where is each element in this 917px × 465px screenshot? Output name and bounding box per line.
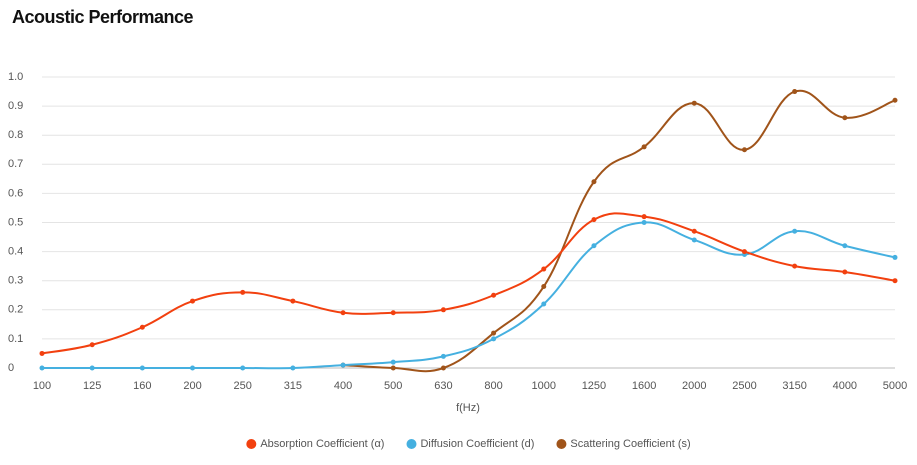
data-point	[190, 365, 196, 371]
legend-marker	[246, 439, 257, 449]
data-point	[190, 298, 196, 304]
data-point	[792, 89, 798, 95]
series-line	[41, 212, 896, 355]
data-point	[240, 365, 246, 371]
data-point	[139, 365, 145, 371]
series-line	[42, 221, 896, 370]
data-point	[842, 243, 848, 249]
y-tick-label: 1.0	[8, 71, 23, 83]
data-point	[641, 214, 647, 220]
x-tick-label: 5000	[883, 380, 907, 392]
x-tick-label: 250	[234, 380, 252, 392]
data-point	[491, 292, 497, 298]
x-tick-label: 2000	[682, 380, 706, 392]
data-point	[691, 228, 697, 234]
data-point	[842, 269, 848, 275]
y-tick-label: 0	[8, 362, 14, 374]
data-point	[340, 310, 346, 316]
data-point	[842, 115, 848, 121]
x-tick-label: 315	[284, 380, 302, 392]
data-point	[591, 243, 597, 249]
data-point	[390, 359, 396, 365]
data-point	[591, 217, 597, 223]
data-point	[491, 336, 497, 342]
x-tick-label: 200	[183, 380, 201, 392]
data-point	[741, 147, 747, 153]
x-tick-label: 1250	[582, 380, 606, 392]
y-tick-label: 0.1	[8, 333, 23, 345]
data-point	[290, 365, 296, 371]
data-point	[390, 365, 396, 371]
legend-label: Absorption Coefficient (α)	[260, 438, 384, 450]
x-tick-label: 2500	[732, 380, 756, 392]
x-tick-label: 1000	[532, 380, 556, 392]
data-point	[792, 228, 798, 234]
chart-title: Acoustic Performance	[12, 7, 194, 27]
x-tick-label: 630	[434, 380, 452, 392]
legend-marker	[556, 439, 567, 449]
data-point	[792, 263, 798, 269]
x-tick-label: 800	[484, 380, 502, 392]
data-point	[892, 254, 898, 260]
x-tick-label: 1600	[632, 380, 656, 392]
data-point	[491, 330, 497, 336]
data-point	[340, 362, 346, 368]
data-point	[240, 289, 246, 295]
x-tick-label: 3150	[782, 380, 806, 392]
data-point	[892, 97, 898, 103]
data-point	[641, 144, 647, 150]
x-tick-label: 400	[334, 380, 352, 392]
legend-label: Diffusion Coefficient (d)	[420, 438, 534, 450]
y-tick-label: 0.2	[8, 304, 23, 316]
y-tick-label: 0.8	[8, 129, 23, 141]
y-tick-label: 0.6	[8, 187, 23, 199]
y-tick-label: 0.5	[8, 216, 23, 228]
data-point	[541, 301, 547, 307]
x-tick-label: 4000	[833, 380, 857, 392]
data-point	[641, 220, 647, 225]
data-point	[892, 278, 898, 284]
y-tick-label: 0.7	[8, 158, 23, 170]
data-point	[691, 100, 697, 106]
data-point	[89, 365, 95, 371]
data-point	[390, 310, 396, 316]
x-tick-label: 160	[133, 380, 151, 392]
data-point	[39, 350, 45, 356]
x-tick-label: 500	[384, 380, 402, 392]
data-point	[440, 307, 446, 313]
data-point	[741, 249, 747, 255]
data-point	[591, 179, 597, 185]
legend-label: Scattering Coefficient (s)	[570, 438, 690, 450]
x-tick-label: 100	[33, 380, 51, 392]
y-tick-label: 0.3	[8, 275, 23, 287]
data-point	[39, 365, 45, 371]
x-tick-label: 125	[83, 380, 101, 392]
y-tick-label: 0.4	[8, 246, 23, 258]
data-point	[440, 365, 446, 371]
data-point	[290, 298, 296, 304]
data-point	[541, 284, 547, 290]
data-point	[541, 266, 547, 272]
x-axis-label: f(Hz)	[456, 402, 480, 414]
data-point	[691, 237, 697, 243]
legend-marker	[406, 439, 417, 449]
data-point	[440, 353, 446, 359]
y-tick-label: 0.9	[8, 100, 23, 112]
data-point	[139, 324, 145, 330]
data-point	[89, 342, 95, 348]
series-line	[343, 89, 896, 373]
